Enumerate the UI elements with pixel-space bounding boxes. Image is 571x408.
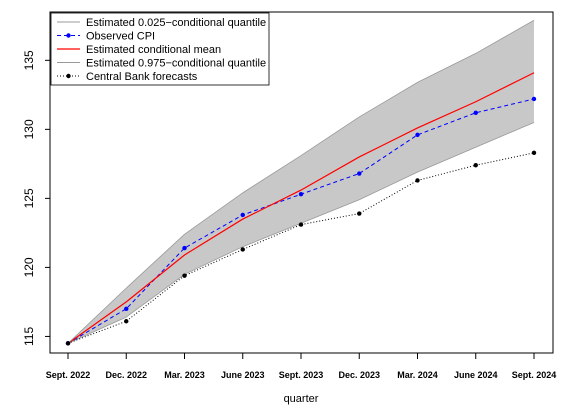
series-point-4-0 (65, 341, 71, 346)
series-point-1-5 (357, 171, 362, 176)
x-axis: Sept. 2022 Dec. 2022 Mar. 2023 June 2023 Sep… (46, 353, 557, 380)
series-points (65, 96, 537, 346)
series-point-1-7 (473, 110, 478, 115)
series-point-4-2 (182, 273, 187, 278)
series-point-4-1 (124, 319, 129, 324)
legend-label-3: Estimated 0.975−conditional quantile (86, 58, 266, 70)
series-point-4-8 (531, 150, 537, 156)
y-tick-label-1: 120 (22, 257, 36, 277)
legend: Estimated 0.025−conditional quantile Obse… (50, 12, 270, 86)
series-point-4-7 (473, 163, 478, 168)
legend-label-1: Observed CPI (86, 31, 155, 43)
legend-label-4: Central Bank forecasts (86, 71, 198, 83)
x-tick-label-4: Sept. 2023 (279, 370, 324, 380)
legend-box (50, 12, 270, 86)
x-tick-label-2: Mar. 2023 (164, 370, 205, 380)
x-axis-title: quarter (284, 393, 319, 405)
x-tick-label-0: Sept. 2022 (46, 370, 91, 380)
series-line-2 (67, 72, 535, 344)
y-tick-label-3: 130 (22, 119, 36, 139)
series-line-3 (67, 19, 535, 344)
y-tick-label-0: 115 (22, 327, 36, 346)
x-tick-label-3: June 2023 (221, 370, 265, 380)
quantile-band (68, 20, 534, 344)
legend-marker-1 (66, 33, 71, 38)
x-tick-label-7: June 2024 (454, 370, 498, 380)
x-tick-label-1: Dec. 2022 (105, 370, 147, 380)
series-point-4-6 (415, 178, 420, 183)
x-tick-label-8: Sept. 2024 (512, 370, 557, 380)
series-point-1-3 (240, 212, 245, 218)
y-axis: 115 120 125 130 135 (22, 50, 50, 346)
series-point-1-2 (182, 245, 187, 251)
x-tick-label-6: Mar. 2024 (397, 370, 438, 380)
series-point-1-4 (298, 192, 304, 197)
x-tick-label-5: Dec. 2023 (338, 370, 380, 380)
series-point-1-8 (531, 96, 537, 102)
series-point-4-4 (298, 222, 304, 227)
series-point-1-1 (124, 306, 129, 312)
series-line-4 (67, 152, 535, 344)
series-point-1-6 (415, 132, 420, 138)
y-tick-label-2: 125 (22, 188, 36, 208)
series-point-4-3 (240, 247, 245, 252)
legend-label-0: Estimated 0.025−conditional quantile (86, 17, 266, 29)
series-point-4-5 (357, 211, 362, 216)
y-tick-label-4: 135 (22, 50, 36, 70)
legend-marker-4 (66, 73, 71, 79)
band-area (68, 20, 534, 344)
legend-label-2: Estimated conditional mean (86, 44, 221, 56)
